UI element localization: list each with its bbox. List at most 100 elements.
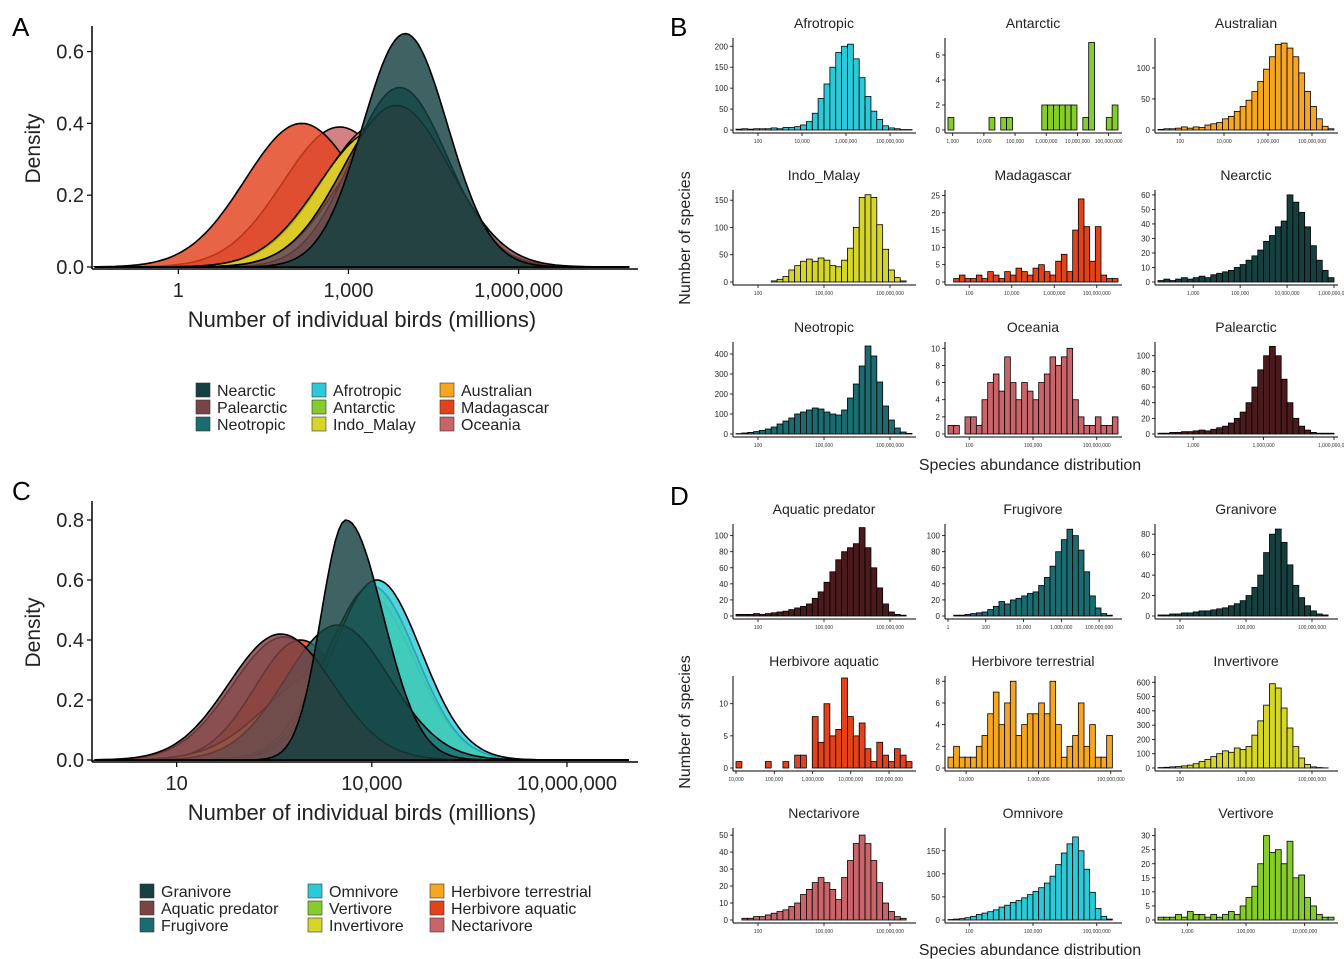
histogram-bar bbox=[864, 547, 872, 617]
legend-label: Palearctic bbox=[217, 400, 287, 417]
x-tick-label: 100,000 bbox=[1237, 625, 1255, 631]
histogram-australian: Australian 0 50 100 100 10,000 1,000,000 100,00… bbox=[1137, 15, 1338, 145]
histogram-bar bbox=[1106, 614, 1113, 617]
histogram-bar bbox=[1083, 745, 1091, 769]
histogram-bar bbox=[953, 745, 960, 769]
histogram-bar bbox=[1245, 897, 1253, 921]
histogram-bar bbox=[1251, 386, 1259, 435]
histogram-bar bbox=[888, 269, 895, 283]
histogram-bar bbox=[770, 912, 778, 921]
histogram-bar bbox=[1257, 369, 1264, 435]
histogram-bar bbox=[1292, 417, 1300, 435]
legend-item: Herbivore aquatic bbox=[429, 900, 576, 918]
histogram-bar bbox=[1298, 597, 1306, 617]
y-tick-label: 30 bbox=[719, 865, 728, 874]
histogram-bar bbox=[1210, 756, 1218, 769]
y-tick-label: 15 bbox=[931, 226, 940, 235]
y-tick-label: 6 bbox=[936, 379, 941, 388]
histogram-bar bbox=[1049, 680, 1057, 769]
histogram-bar bbox=[1269, 533, 1276, 617]
histogram-bar bbox=[1055, 724, 1062, 769]
histogram-bar bbox=[858, 527, 866, 617]
histogram-bar bbox=[1083, 571, 1091, 617]
y-tick-label: 20 bbox=[931, 596, 940, 605]
histogram-bar bbox=[1263, 552, 1270, 617]
histogram-bar bbox=[975, 745, 983, 769]
histogram-bar bbox=[1163, 766, 1171, 769]
histogram-bar bbox=[1181, 765, 1188, 769]
histogram-bar bbox=[1015, 735, 1023, 769]
histogram-bar bbox=[1269, 683, 1276, 769]
histogram-bar bbox=[864, 843, 872, 921]
histogram-bar bbox=[947, 117, 955, 131]
histogram-bar bbox=[1169, 916, 1176, 921]
x-tick-label: 100,000 bbox=[815, 443, 833, 449]
histogram-bar bbox=[1310, 610, 1317, 617]
histogram-bar bbox=[1222, 425, 1229, 435]
x-tick-label: 10 bbox=[166, 773, 188, 795]
histogram-palearctic: Palearctic 0 20 40 60 80 100 1,000 1,000,000 1,00… bbox=[1137, 319, 1344, 449]
histogram-bar bbox=[894, 916, 901, 921]
histogram-bar bbox=[835, 729, 842, 769]
histogram-bar bbox=[1043, 373, 1051, 435]
histogram-bar bbox=[747, 917, 754, 921]
histogram-bar bbox=[1043, 577, 1051, 617]
shared-x-axis-title: Species abundance distribution bbox=[919, 942, 1141, 959]
histogram-bar bbox=[811, 597, 819, 617]
histogram-bar bbox=[1304, 605, 1311, 617]
histogram-bar bbox=[1181, 612, 1188, 617]
histogram-bar bbox=[998, 724, 1006, 769]
y-tick-label: 20 bbox=[719, 882, 728, 891]
histogram-bar bbox=[1060, 253, 1068, 283]
histogram-bar bbox=[1274, 226, 1282, 283]
y-tick-label: 20 bbox=[1141, 592, 1150, 601]
y-tick-label: 8 bbox=[936, 361, 941, 370]
y-tick-label: 100 bbox=[927, 532, 941, 541]
histogram-bar bbox=[964, 917, 972, 921]
histogram-bar bbox=[987, 609, 994, 617]
y-tick-label: 100 bbox=[1137, 750, 1151, 759]
histogram-bar bbox=[829, 735, 837, 769]
histogram-bar bbox=[888, 611, 895, 617]
histogram-bar bbox=[1204, 759, 1212, 769]
y-tick-label: 80 bbox=[1141, 530, 1150, 539]
histogram-bar bbox=[835, 559, 842, 617]
histogram-bar bbox=[1181, 126, 1188, 131]
y-tick-label: 0 bbox=[936, 430, 941, 439]
histogram-bar bbox=[970, 756, 977, 769]
y-tick-label: 20 bbox=[1141, 414, 1150, 423]
histogram-bar bbox=[1310, 245, 1317, 283]
y-tick-label: 100 bbox=[1137, 64, 1151, 73]
histogram-bar bbox=[1257, 81, 1264, 131]
histogram-bar bbox=[1157, 432, 1165, 435]
histogram-bar bbox=[1163, 128, 1171, 131]
histogram-bar bbox=[1304, 764, 1311, 769]
y-tick-label: 60 bbox=[1141, 551, 1150, 560]
histogram-bar bbox=[800, 124, 807, 131]
histogram-bar bbox=[1094, 908, 1102, 921]
y-tick-label: 0.8 bbox=[56, 510, 84, 532]
histogram-bar bbox=[1321, 916, 1329, 921]
histogram-bar bbox=[1043, 882, 1051, 921]
x-tick-label: 10,000 bbox=[794, 139, 810, 145]
histogram-bar bbox=[987, 382, 994, 435]
histogram-bar bbox=[876, 587, 884, 617]
shared-y-axis-title: Number of species bbox=[677, 655, 694, 788]
histogram-bar bbox=[1047, 104, 1054, 131]
histogram-bar bbox=[800, 260, 807, 283]
histogram-bar bbox=[852, 227, 860, 283]
histogram-bar bbox=[1204, 124, 1212, 131]
y-tick-label: 100 bbox=[715, 84, 729, 93]
x-tick-label: 1,000,000 bbox=[801, 777, 823, 783]
histogram-bar bbox=[753, 613, 760, 617]
histogram-bar bbox=[981, 611, 989, 617]
histogram-bar bbox=[1286, 194, 1294, 283]
histogram-bar bbox=[794, 126, 801, 131]
x-tick-label: 10,000 bbox=[1004, 291, 1020, 297]
histogram-bar bbox=[1009, 599, 1017, 617]
histogram-nectarivore: Nectarivore 0 10 20 30 40 50 100 100,000 100,000,… bbox=[719, 805, 916, 935]
histogram-bar bbox=[1186, 612, 1194, 617]
legend-swatch bbox=[439, 382, 455, 398]
histogram-bar bbox=[794, 265, 801, 283]
histogram-bar bbox=[1058, 104, 1066, 131]
